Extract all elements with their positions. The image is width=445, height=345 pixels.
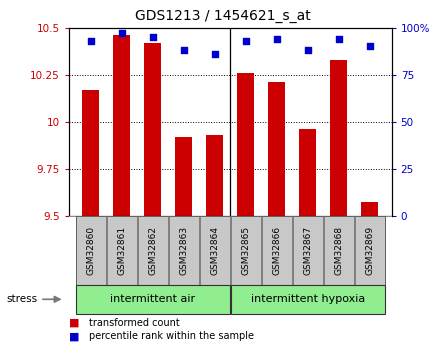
Bar [144,43,161,216]
Point [211,51,218,57]
Bar [175,137,192,216]
Point [304,47,311,53]
Text: GSM32865: GSM32865 [241,226,250,275]
Text: GSM32864: GSM32864 [210,226,219,275]
FancyBboxPatch shape [355,216,385,285]
Bar [237,73,255,216]
Bar [330,60,348,216]
Text: GSM32866: GSM32866 [272,226,281,275]
Text: intermittent air: intermittent air [110,294,195,304]
FancyBboxPatch shape [169,216,198,285]
Text: percentile rank within the sample: percentile rank within the sample [89,332,254,341]
Bar [113,35,130,216]
Point [335,36,342,42]
FancyBboxPatch shape [231,216,261,285]
Text: GSM32868: GSM32868 [334,226,344,275]
Bar [361,203,378,216]
Text: intermittent hypoxia: intermittent hypoxia [251,294,365,304]
Text: GSM32860: GSM32860 [86,226,95,275]
FancyBboxPatch shape [138,216,168,285]
Text: ■: ■ [69,318,80,327]
Point [242,38,249,43]
Text: GSM32867: GSM32867 [303,226,312,275]
Text: GDS1213 / 1454621_s_at: GDS1213 / 1454621_s_at [135,9,310,23]
Point [273,36,280,42]
Text: ■: ■ [69,332,80,341]
Point [87,38,94,43]
FancyBboxPatch shape [76,285,230,314]
FancyBboxPatch shape [293,216,323,285]
Point [149,34,156,40]
Point [366,43,373,49]
Bar [206,135,223,216]
Text: GSM32861: GSM32861 [117,226,126,275]
Text: GSM32862: GSM32862 [148,226,157,275]
Text: stress: stress [7,294,38,304]
FancyBboxPatch shape [107,216,137,285]
FancyBboxPatch shape [324,216,354,285]
FancyBboxPatch shape [262,216,292,285]
Bar [268,82,285,216]
Text: transformed count: transformed count [89,318,180,327]
Point [118,30,125,36]
Bar [82,90,99,216]
Point [180,47,187,53]
Text: GSM32863: GSM32863 [179,226,188,275]
Bar [299,129,316,216]
FancyBboxPatch shape [231,285,385,314]
FancyBboxPatch shape [200,216,230,285]
FancyBboxPatch shape [76,216,105,285]
Text: GSM32869: GSM32869 [365,226,374,275]
